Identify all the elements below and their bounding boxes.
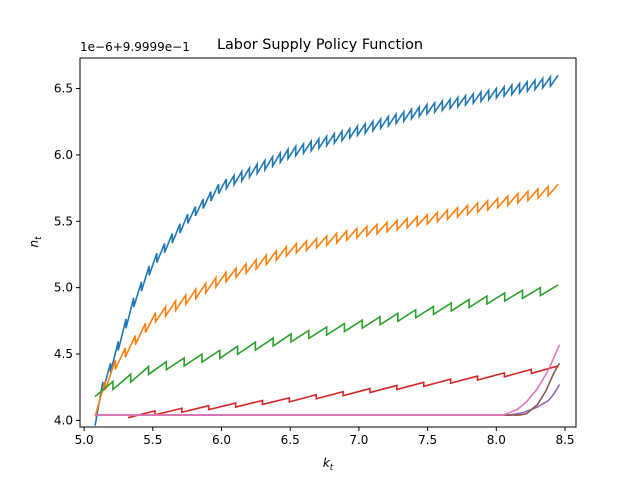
x-tick-label: 7.0 xyxy=(349,433,368,447)
x-axis-label-subscript: t xyxy=(330,463,334,473)
x-tick-label: 6.5 xyxy=(281,433,300,447)
x-tick-label: 5.5 xyxy=(143,433,162,447)
chart-title: Labor Supply Policy Function xyxy=(217,37,423,53)
y-axis-ticks: 4.0 4.5 5.0 5.5 6.0 6.5 xyxy=(54,82,80,427)
y-tick-label: 4.0 xyxy=(54,413,73,427)
x-tick-label: 8.0 xyxy=(487,433,506,447)
series-line-6 xyxy=(95,362,561,416)
series-line-7 xyxy=(95,344,561,416)
x-axis-ticks: 5.0 5.5 6.0 6.5 7.0 7.5 8.0 8.5 xyxy=(75,427,575,447)
y-axis-label-subscript: t xyxy=(34,236,44,240)
x-tick-label: 8.5 xyxy=(555,433,574,447)
y-tick-label: 5.5 xyxy=(54,214,73,228)
series-line-5 xyxy=(95,384,561,416)
x-tick-label: 7.5 xyxy=(418,433,437,447)
y-axis-label: nt xyxy=(27,236,44,248)
y-offset-label: 1e−6+9.9999e−1 xyxy=(80,40,190,54)
y-tick-label: 5.0 xyxy=(54,281,73,295)
y-tick-label: 4.5 xyxy=(54,347,73,361)
x-axis-label-main: k xyxy=(323,456,331,470)
x-axis-label: kt xyxy=(323,456,334,473)
x-tick-label: 6.0 xyxy=(212,433,231,447)
series-line-4 xyxy=(127,365,559,419)
x-tick-label: 5.0 xyxy=(75,433,94,447)
series-line-3 xyxy=(94,284,559,398)
series-line-1 xyxy=(94,74,559,426)
y-tick-label: 6.5 xyxy=(54,82,73,96)
y-tick-label: 6.0 xyxy=(54,148,73,162)
plot-area xyxy=(94,74,561,426)
y-axis-label-main: n xyxy=(27,240,41,248)
axes-frame xyxy=(79,57,577,428)
series-line-2 xyxy=(94,183,559,417)
